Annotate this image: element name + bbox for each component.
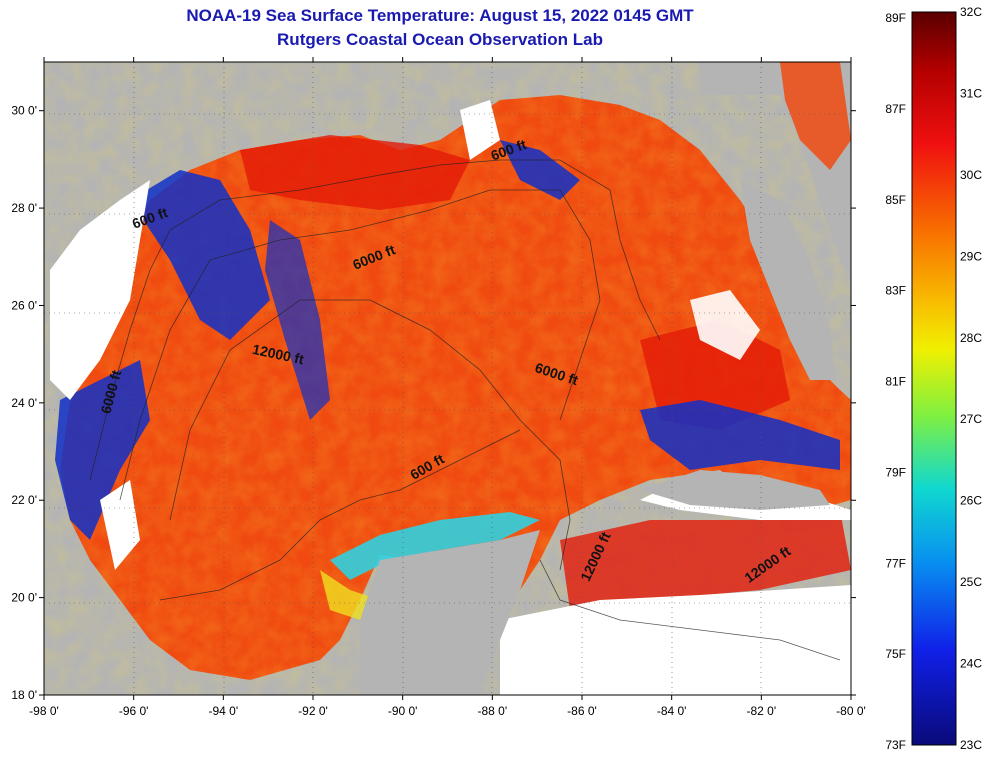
colorbar-c-label: 23C — [960, 738, 982, 752]
colorbar-c-label: 27C — [960, 412, 982, 426]
cloud-caribbean — [500, 585, 851, 695]
lon-tick-label: -90 0' — [388, 704, 418, 718]
colorbar-c-label: 30C — [960, 168, 982, 182]
colorbar-f-label: 75F — [885, 647, 906, 661]
lon-tick-label: -98 0' — [29, 704, 59, 718]
hot-patch-south — [560, 510, 851, 610]
map-title: NOAA-19 Sea Surface Temperature: August … — [186, 6, 694, 25]
colorbar-f-label: 83F — [885, 284, 906, 298]
colorbar-f-label: 85F — [885, 193, 906, 207]
map-frame — [43, 61, 852, 696]
cool-west-coast — [55, 360, 150, 540]
lon-tick-label: -96 0' — [119, 704, 149, 718]
map-subtitle: Rutgers Coastal Ocean Observation Lab — [277, 30, 603, 49]
hot-patch-east — [640, 320, 790, 430]
colorbar-c-label: 25C — [960, 575, 982, 589]
colorbar-f-label: 87F — [885, 102, 906, 116]
colorbar-c-label: 32C — [960, 5, 982, 19]
cool-miss-river — [500, 140, 580, 200]
cuba-land — [640, 470, 830, 510]
lat-tick-label: 30 0' — [11, 104, 37, 118]
hot-patch-north — [240, 135, 470, 210]
lon-tick-label: -82 0' — [747, 704, 777, 718]
cool-florida-shelf — [640, 400, 840, 470]
colorbar-c-label: 29C — [960, 249, 982, 263]
lon-tick-label: -92 0' — [298, 704, 328, 718]
colorbar-c-label: 28C — [960, 331, 982, 345]
colorbar-f-label: 79F — [885, 465, 906, 479]
cool-west-shelf — [130, 170, 270, 340]
colorbar-f-label: 89F — [885, 11, 906, 25]
cloud-florida-gulf — [690, 290, 760, 360]
lon-tick-label: -86 0' — [567, 704, 597, 718]
colorbar-c-label: 31C — [960, 86, 982, 100]
axis-ticks: -98 0' -96 0' -94 0' -92 0' -90 0' -88 0' -86 … — [11, 57, 866, 718]
colorbar-f-label: 73F — [885, 738, 906, 752]
lon-tick-label: -80 0' — [836, 704, 866, 718]
florida-atlantic-water — [780, 62, 851, 170]
lon-tick-label: -84 0' — [657, 704, 687, 718]
lat-tick-label: 20 0' — [11, 591, 37, 605]
colorbar-f-label: 77F — [885, 556, 906, 570]
lon-tick-label: -94 0' — [209, 704, 239, 718]
lat-tick-label: 28 0' — [11, 201, 37, 215]
cloud-texas — [50, 180, 150, 400]
lat-tick-label: 24 0' — [11, 396, 37, 410]
cloud-mexico — [100, 480, 140, 570]
lat-tick-label: 18 0' — [11, 688, 37, 702]
colorbar-f-label: 81F — [885, 375, 906, 389]
colorbar-c-label: 24C — [960, 657, 982, 671]
florida-peninsula — [740, 180, 835, 380]
bathymetry-contours — [89, 159, 841, 661]
colorbar-c-label: 26C — [960, 494, 982, 508]
lon-tick-label: -88 0' — [478, 704, 508, 718]
yucatan-land — [360, 530, 540, 695]
graticule — [44, 62, 851, 695]
lat-tick-label: 26 0' — [11, 298, 37, 312]
colorbar — [911, 11, 957, 746]
colorbar-labels: 89F 87F 85F 83F 81F 79F 77F 75F 73F 32C 31C 30C 29C 2… — [885, 5, 982, 752]
cool-central-band — [265, 220, 330, 420]
lat-tick-label: 22 0' — [11, 493, 37, 507]
cloud-louisiana — [460, 100, 500, 160]
